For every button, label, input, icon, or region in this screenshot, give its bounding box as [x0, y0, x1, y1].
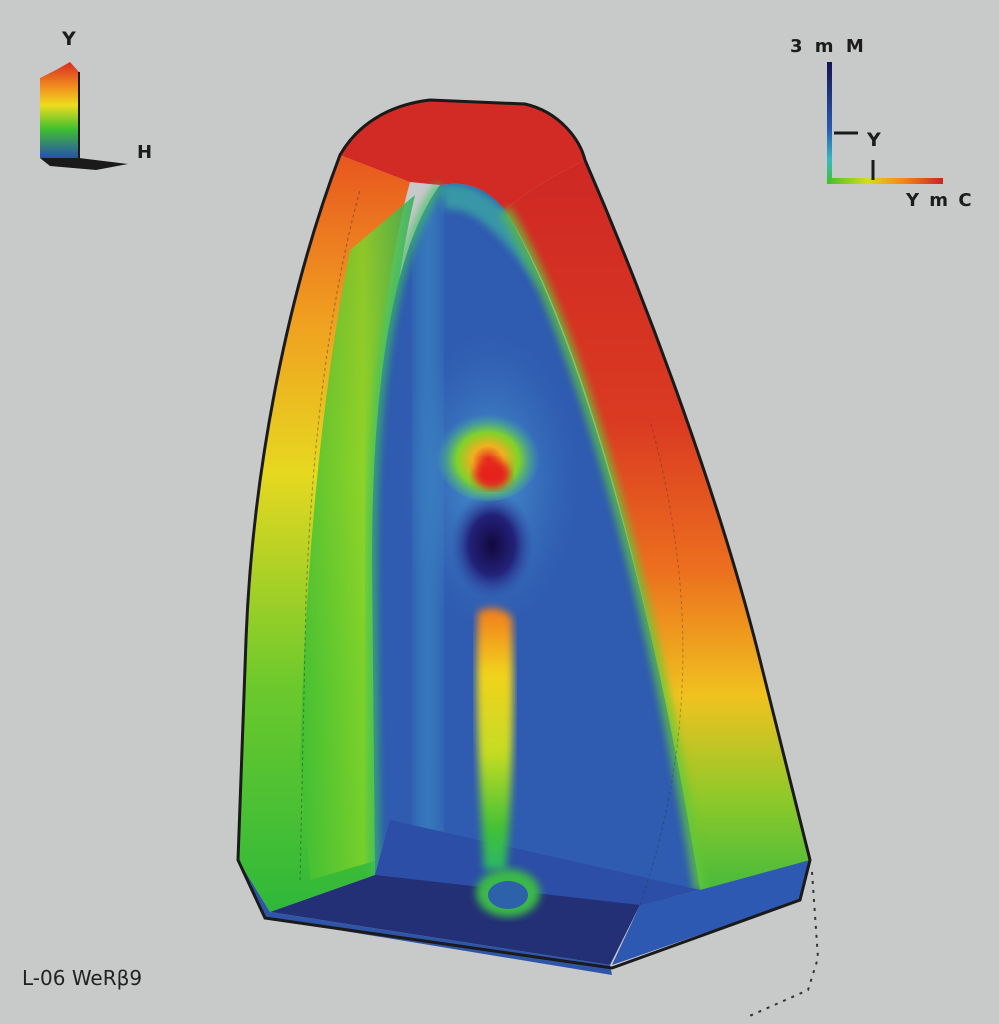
hot-spot: [474, 459, 510, 489]
dark-core: [450, 490, 534, 600]
leader-line: [744, 871, 820, 1019]
axis-indicator-x-label: Y m C: [906, 190, 974, 211]
orientation-colorbar: [40, 62, 128, 170]
hot-spot-halo: [436, 409, 540, 501]
shell-floor: [270, 850, 690, 965]
shell-right-face: [505, 160, 810, 905]
colorbar-y-label: Y: [62, 28, 77, 50]
axis-indicator-title: 3 m M: [790, 36, 867, 57]
stem-column: [476, 608, 514, 870]
shell-outline: [236, 98, 812, 970]
footer-caption: L-06 WeRβ9: [22, 966, 143, 990]
axis-indicator-y-label: Y: [867, 129, 882, 151]
internal-plume: [436, 409, 540, 917]
colorbar-x-label: H: [137, 142, 154, 163]
axis-indicator: [827, 62, 943, 184]
shell-top-arch: [340, 100, 585, 210]
